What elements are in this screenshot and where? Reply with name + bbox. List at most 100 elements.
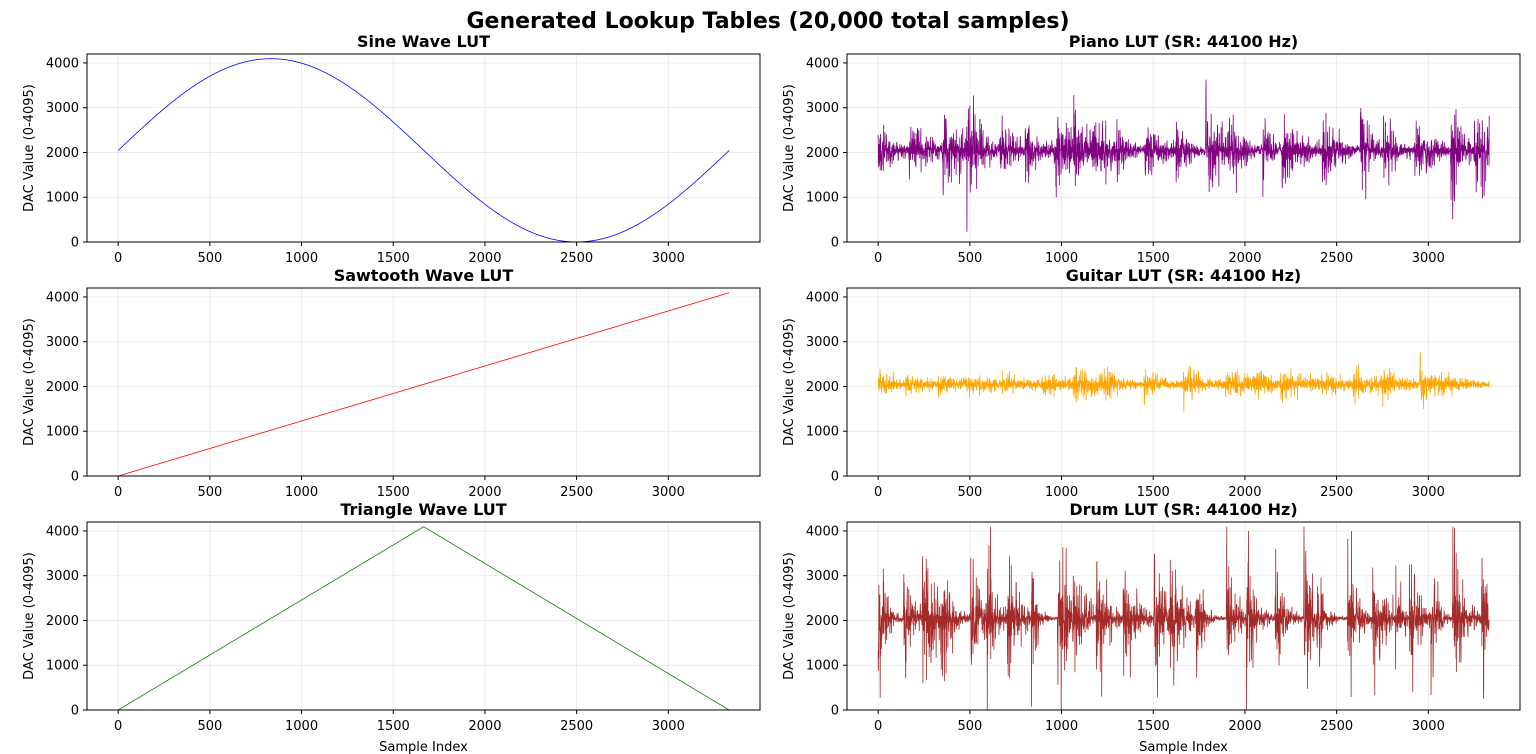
x-tick-label: 1500: [377, 485, 410, 500]
x-tick-label: 2000: [1228, 485, 1261, 500]
y-tick-label: 2000: [46, 614, 79, 629]
y-tick-label: 0: [71, 470, 79, 485]
x-axis-label: Sample Index: [379, 740, 468, 754]
y-tick-label: 4000: [46, 524, 79, 539]
x-tick-label: 2500: [1320, 251, 1353, 266]
x-tick-label: 2000: [468, 251, 501, 266]
axes-frame: [86, 287, 761, 477]
x-tick-label: 1500: [377, 719, 410, 734]
y-tick-label: 0: [831, 236, 839, 251]
x-tick-label: 3000: [1412, 251, 1445, 266]
x-tick-label: 1500: [1137, 485, 1170, 500]
x-tick-label: 500: [197, 485, 222, 500]
series-line: [877, 526, 1490, 710]
x-tick-label: 1500: [1137, 251, 1170, 266]
y-tick-label: 2000: [46, 146, 79, 161]
x-tick-label: 3000: [652, 485, 685, 500]
x-tick-label: 3000: [652, 251, 685, 266]
y-tick-label: 4000: [806, 56, 839, 71]
x-tick-label: 2000: [1228, 251, 1261, 266]
y-tick-label: 4000: [46, 290, 79, 305]
y-axis-label: DAC Value (0-4095): [22, 84, 37, 212]
x-tick-label: 1500: [377, 251, 410, 266]
y-tick-label: 1000: [806, 659, 839, 674]
x-tick-label: 3000: [1412, 485, 1445, 500]
y-axis-label: DAC Value (0-4095): [22, 318, 37, 446]
series-line: [117, 58, 730, 242]
subplot-3: 0 500 1000 1500 2000 2500 3000 0 1000 2000 3000 400…: [22, 266, 761, 500]
y-tick-label: 1000: [46, 425, 79, 440]
x-tick-label: 2500: [560, 719, 593, 734]
y-tick-label: 3000: [46, 101, 79, 116]
series-line: [118, 292, 730, 476]
x-tick-label: 500: [957, 719, 982, 734]
y-tick-label: 3000: [806, 569, 839, 584]
x-tick-label: 1500: [1137, 719, 1170, 734]
subplot-title: Piano LUT (SR: 44100 Hz): [1069, 32, 1298, 51]
x-tick-label: 2000: [468, 719, 501, 734]
series-line: [117, 526, 730, 710]
subplot-title: Drum LUT (SR: 44100 Hz): [1069, 500, 1297, 519]
x-tick-label: 2000: [1228, 719, 1261, 734]
x-tick-label: 0: [874, 251, 882, 266]
x-tick-label: 1000: [285, 719, 318, 734]
y-tick-label: 1000: [46, 191, 79, 206]
x-tick-label: 1000: [1045, 485, 1078, 500]
subplot-title: Sine Wave LUT: [357, 32, 490, 51]
x-tick-label: 0: [874, 485, 882, 500]
y-axis-label: DAC Value (0-4095): [782, 552, 797, 680]
y-tick-label: 0: [71, 236, 79, 251]
axes-frame: [846, 287, 1521, 477]
y-tick-label: 2000: [806, 614, 839, 629]
y-tick-label: 0: [71, 704, 79, 719]
subplot-title: Triangle Wave LUT: [340, 500, 506, 519]
subplot-5: 0 500 1000 1500 2000 2500 3000 0 1000 2000 3000 400…: [22, 500, 761, 754]
y-tick-label: 1000: [46, 659, 79, 674]
y-axis-label: DAC Value (0-4095): [22, 552, 37, 680]
x-tick-label: 2500: [1320, 485, 1353, 500]
y-tick-label: 3000: [46, 569, 79, 584]
x-tick-label: 500: [197, 251, 222, 266]
x-tick-label: 1000: [1045, 251, 1078, 266]
subplot-title: Sawtooth Wave LUT: [334, 266, 514, 285]
x-tick-label: 2500: [560, 485, 593, 500]
y-tick-label: 3000: [46, 335, 79, 350]
series-line: [877, 79, 1490, 232]
y-tick-label: 2000: [806, 380, 839, 395]
axes-frame: [846, 53, 1521, 243]
x-tick-label: 0: [114, 485, 122, 500]
y-tick-label: 4000: [46, 56, 79, 71]
figure-title: Generated Lookup Tables (20,000 total sa…: [466, 9, 1070, 34]
y-tick-label: 1000: [806, 425, 839, 440]
axes-frame: [846, 521, 1521, 711]
axes-frame: [86, 521, 761, 711]
x-tick-label: 0: [114, 719, 122, 734]
y-tick-label: 0: [831, 470, 839, 485]
subplot-2: 0 500 1000 1500 2000 2500 3000 0 1000 2000 3000 400…: [782, 32, 1521, 266]
x-tick-label: 3000: [652, 719, 685, 734]
x-tick-label: 2500: [1320, 719, 1353, 734]
axes-frame: [86, 53, 761, 243]
x-tick-label: 2500: [560, 251, 593, 266]
series-line: [877, 352, 1490, 412]
y-axis-label: DAC Value (0-4095): [782, 84, 797, 212]
x-tick-label: 500: [957, 485, 982, 500]
x-tick-label: 1000: [285, 485, 318, 500]
y-tick-label: 4000: [806, 524, 839, 539]
x-tick-label: 1000: [285, 251, 318, 266]
x-tick-label: 500: [197, 719, 222, 734]
x-tick-label: 0: [874, 719, 882, 734]
x-axis-label: Sample Index: [1139, 740, 1228, 754]
y-tick-label: 4000: [806, 290, 839, 305]
subplot-title: Guitar LUT (SR: 44100 Hz): [1066, 266, 1301, 285]
x-tick-label: 500: [957, 251, 982, 266]
subplot-4: 0 500 1000 1500 2000 2500 3000 0 1000 2000 3000 400…: [782, 266, 1521, 500]
x-tick-label: 0: [114, 251, 122, 266]
y-tick-label: 3000: [806, 335, 839, 350]
y-tick-label: 2000: [46, 380, 79, 395]
x-tick-label: 3000: [1412, 719, 1445, 734]
y-tick-label: 1000: [806, 191, 839, 206]
subplot-6: 0 500 1000 1500 2000 2500 3000 0 1000 2000 3000 400…: [782, 500, 1521, 754]
x-tick-label: 2000: [468, 485, 501, 500]
